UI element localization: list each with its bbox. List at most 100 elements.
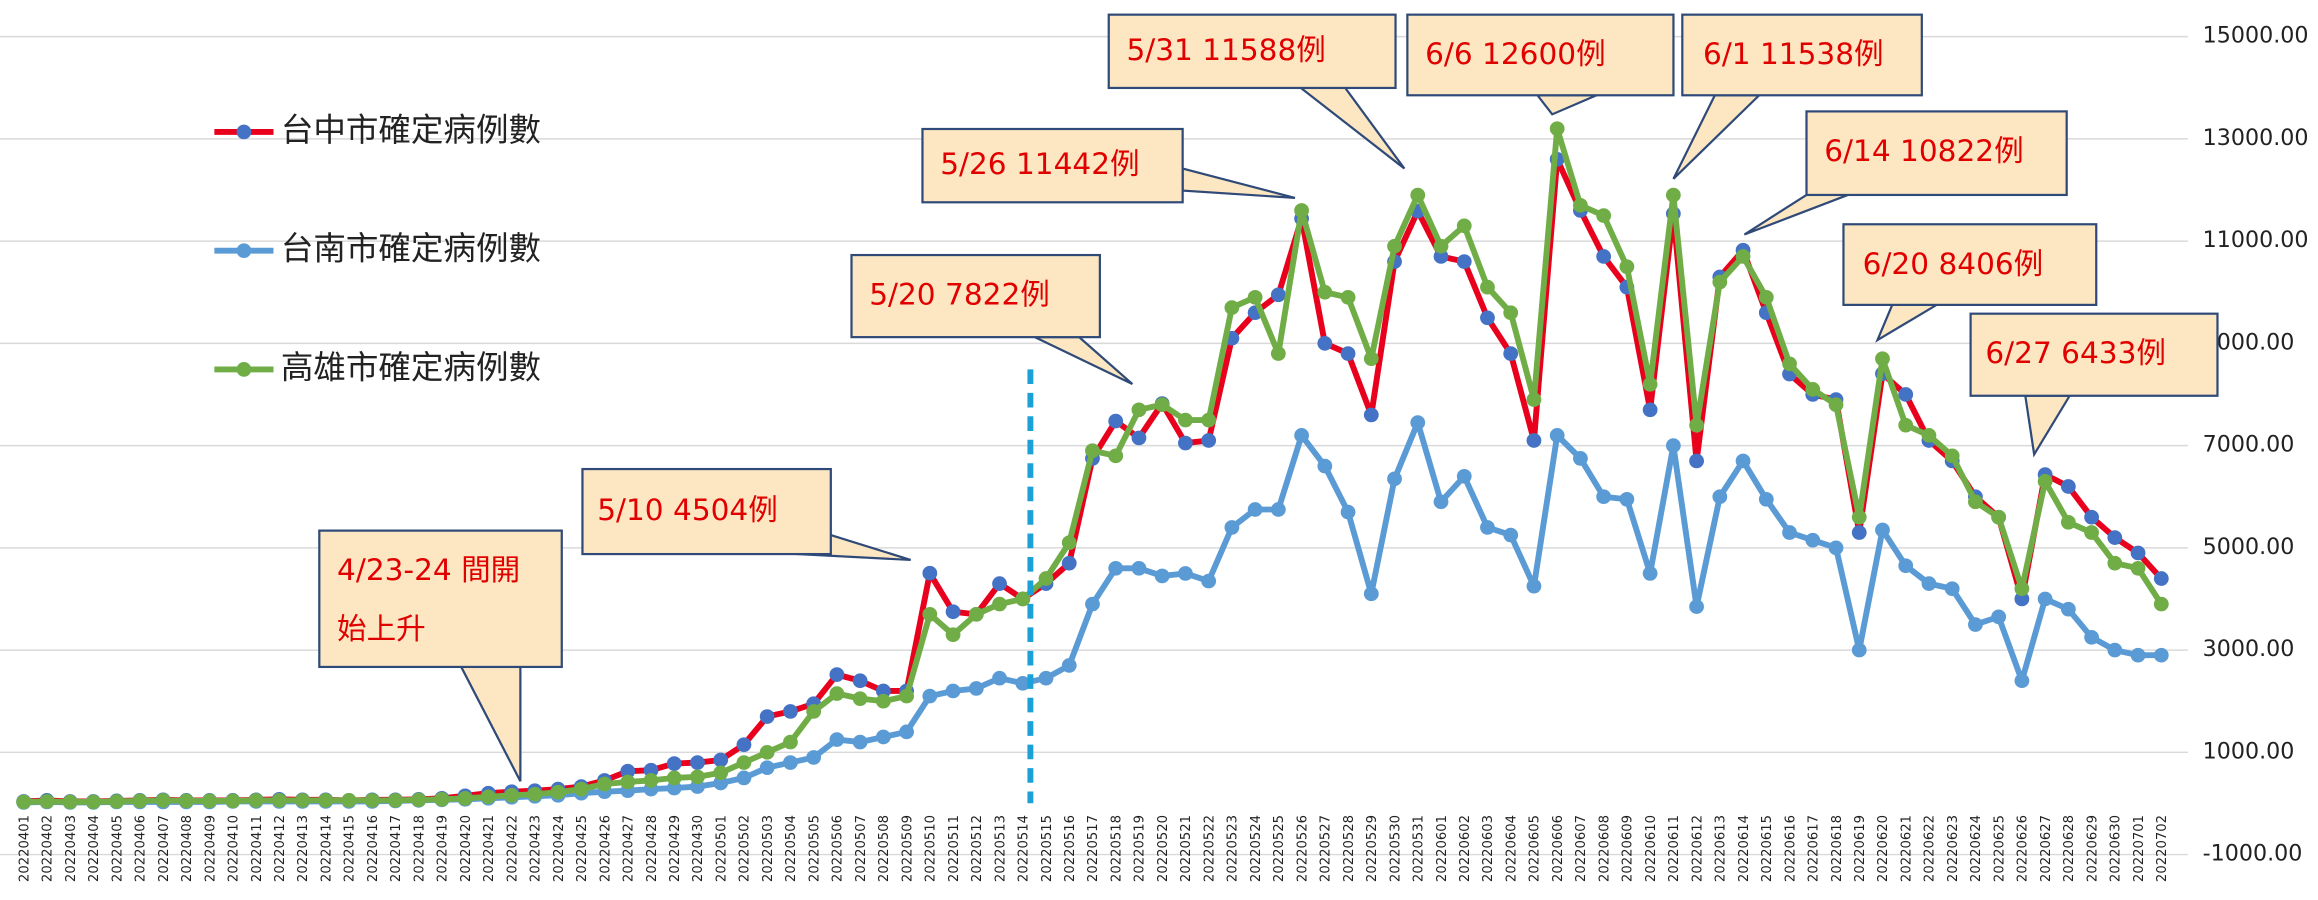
data-point [2153, 596, 2169, 612]
callouts: 5/31 11588例 6/6 12600例 6/1 11538例 5/26 1… [318, 13, 2219, 782]
data-point [759, 760, 775, 775]
callout-text: 5/26 11442例 [940, 147, 1139, 181]
callout-text: 5/31 11588例 [1126, 33, 1325, 67]
data-point [16, 794, 32, 810]
data-point [1875, 522, 1890, 538]
data-point [132, 793, 148, 809]
data-point [1921, 428, 1937, 443]
callout-tail [1672, 94, 1762, 180]
y-tick-label: 15000.00 [2203, 24, 2309, 49]
plot-area: -1000.001000.003000.005000.007000.009000… [0, 24, 2308, 882]
data-point [806, 704, 822, 719]
x-tick-label: 20220524 [1249, 815, 1264, 882]
x-tick-label: 20220509 [900, 815, 915, 882]
data-point [783, 755, 798, 770]
data-point [1712, 489, 1728, 505]
data-point [1015, 675, 1031, 691]
data-point [295, 793, 310, 808]
data-point [2153, 571, 2169, 586]
data-point [2130, 560, 2146, 576]
callout-text: 4/23-24 間開 [337, 553, 520, 587]
x-tick-label: 20220505 [807, 815, 822, 882]
data-point [1224, 300, 1240, 315]
x-tick-label: 20220415 [343, 815, 358, 882]
x-tick-label: 20220629 [2085, 815, 2100, 882]
data-point [1782, 356, 1797, 372]
data-point [899, 688, 914, 704]
data-point [1247, 290, 1263, 305]
legend-marker [236, 243, 252, 258]
callout [318, 529, 563, 669]
data-point [1154, 568, 1170, 584]
x-tick-label: 20220507 [854, 815, 869, 882]
data-point [1085, 596, 1100, 612]
x-tick-label: 20220409 [203, 815, 218, 882]
data-point [1689, 453, 1704, 469]
data-point [1526, 433, 1542, 448]
x-tick-label: 20220511 [947, 815, 962, 882]
data-point [341, 793, 357, 808]
data-point [1503, 346, 1519, 361]
data-point [1689, 599, 1704, 614]
callout [850, 253, 1101, 339]
data-point [1944, 448, 1960, 464]
data-point [364, 793, 380, 808]
data-point [2037, 474, 2053, 489]
data-point [1689, 417, 1704, 433]
y-tick-label: -1000.00 [2203, 842, 2303, 867]
data-point [1247, 502, 1263, 517]
data-point [1851, 509, 1867, 525]
data-point [620, 774, 636, 790]
data-point [2153, 647, 2169, 663]
callout [1107, 13, 1397, 90]
data-point [434, 792, 450, 807]
data-point [875, 729, 891, 745]
data-point [1270, 287, 1286, 303]
data-point [852, 734, 868, 750]
x-tick-label: 20220418 [412, 815, 427, 882]
data-point [85, 794, 101, 810]
x-tick-label: 20220519 [1133, 815, 1148, 882]
data-point [1875, 351, 1890, 367]
data-point [2060, 514, 2076, 530]
x-tick-label: 20220502 [738, 815, 753, 882]
x-tick-label: 20220522 [1202, 815, 1217, 882]
y-tick-label: 13000.00 [2203, 126, 2309, 151]
x-tick-label: 20220515 [1040, 815, 1055, 882]
x-tick-label: 20220701 [2132, 815, 2147, 882]
data-point [1828, 397, 1844, 413]
x-tick-label: 20220531 [1411, 815, 1426, 882]
data-point [1480, 310, 1495, 326]
data-point [1270, 502, 1286, 517]
x-tick-label: 20220417 [389, 815, 404, 882]
data-point [1991, 609, 2007, 625]
data-point [1061, 658, 1077, 673]
x-tick-label: 20220601 [1435, 815, 1450, 882]
data-point [736, 770, 752, 786]
callout [1969, 312, 2219, 397]
legend-label: 台南市確定病例數 [281, 230, 541, 268]
x-tick-label: 20220626 [2016, 815, 2031, 882]
data-point [2107, 530, 2123, 545]
data-point [1433, 238, 1449, 254]
data-point [1270, 346, 1286, 361]
x-tick-label: 20220425 [575, 815, 590, 882]
data-point [1317, 284, 1333, 300]
x-tick-label: 20220517 [1086, 815, 1101, 882]
y-tick-label: 1000.00 [2203, 739, 2295, 764]
data-point [666, 756, 682, 771]
x-tick-label: 20220614 [1737, 815, 1752, 882]
x-tick-label: 20220523 [1226, 815, 1241, 882]
data-point [945, 683, 961, 699]
y-tick-label: 11000.00 [2203, 228, 2309, 253]
data-point [1410, 415, 1426, 430]
callout-text: 6/20 8406例 [1863, 247, 2044, 281]
data-point [899, 724, 914, 740]
data-point [1758, 491, 1774, 507]
x-tick-label: 20220424 [552, 815, 567, 882]
data-point [1549, 428, 1565, 443]
data-point [643, 762, 659, 778]
x-tick-label: 20220621 [1899, 815, 1914, 882]
x-tick-label: 20220620 [1876, 815, 1891, 882]
data-point [39, 794, 55, 809]
